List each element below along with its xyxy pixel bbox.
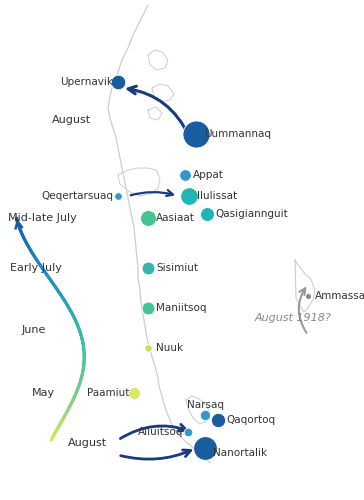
Text: August: August [68,438,107,448]
Point [115,78,121,86]
Text: Nuuk: Nuuk [156,343,183,353]
Text: June: June [22,325,46,335]
Text: Nanortalik: Nanortalik [213,448,267,458]
Text: Sisimiut: Sisimiut [156,263,198,273]
Point [145,304,151,312]
Point [204,210,210,218]
Text: Qaqortoq: Qaqortoq [226,415,275,425]
Point [193,130,199,138]
Text: Ilulissat: Ilulissat [197,191,237,201]
Text: May: May [32,388,55,398]
Point [131,389,137,397]
Text: Aasiaat: Aasiaat [156,213,195,223]
Text: Uummannaq: Uummannaq [204,129,271,139]
Text: Mid-late July: Mid-late July [8,213,77,223]
Text: Appat: Appat [193,170,224,180]
Point [202,411,208,419]
Point [305,292,311,300]
Text: Qeqertarsuaq: Qeqertarsuaq [41,191,113,201]
Text: August 1918?: August 1918? [255,313,332,323]
Text: Maniitsoq: Maniitsoq [156,303,206,313]
Point [215,416,221,424]
Text: August: August [52,115,91,125]
Text: Upernavik: Upernavik [60,77,113,87]
Text: Qasigiannguit: Qasigiannguit [215,209,288,219]
Point [115,192,121,200]
Point [145,344,151,352]
Point [185,428,191,436]
Point [182,171,188,179]
Text: Alluitsoq: Alluitsoq [138,427,183,437]
Text: Early July: Early July [10,263,62,273]
Point [202,444,208,452]
Text: Narsaq: Narsaq [186,400,223,410]
Point [186,192,192,200]
Text: Ammassalik: Ammassalik [315,291,364,301]
Point [145,214,151,222]
Point [145,264,151,272]
Text: Paamiut: Paamiut [87,388,129,398]
